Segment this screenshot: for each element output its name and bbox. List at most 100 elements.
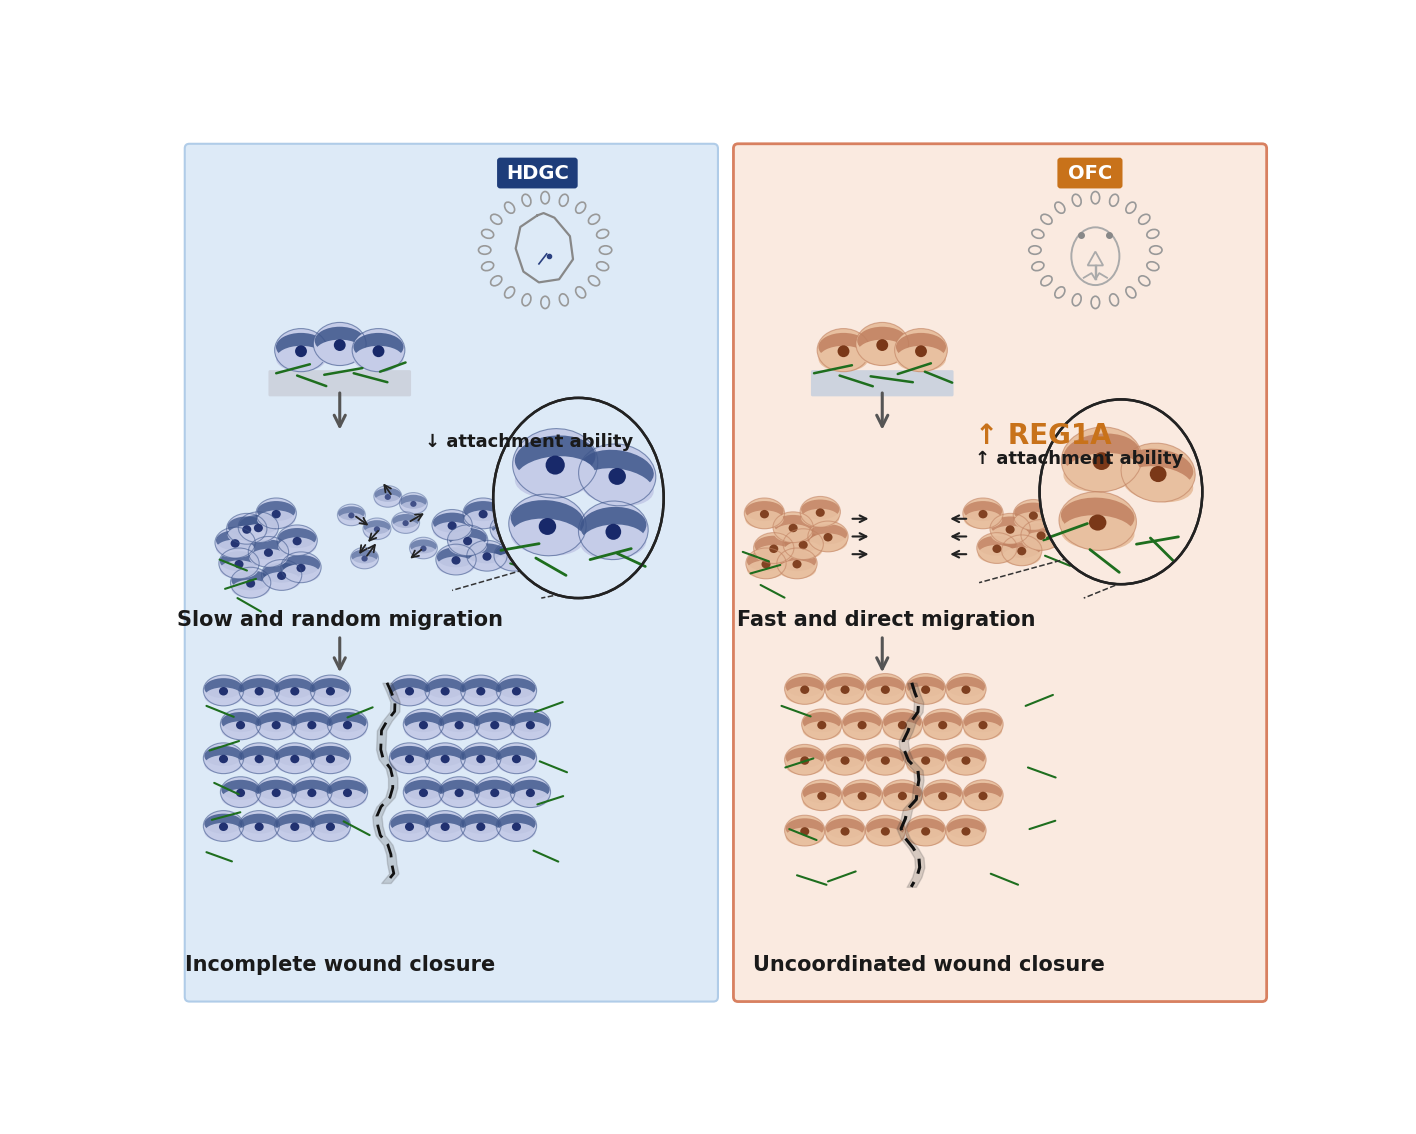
Ellipse shape: [1123, 449, 1194, 488]
Ellipse shape: [1014, 499, 1054, 531]
Ellipse shape: [773, 511, 813, 543]
Ellipse shape: [276, 746, 314, 765]
Ellipse shape: [826, 686, 864, 704]
Ellipse shape: [789, 524, 797, 532]
Ellipse shape: [755, 535, 793, 556]
Ellipse shape: [272, 721, 280, 729]
Ellipse shape: [800, 497, 841, 527]
Ellipse shape: [419, 788, 428, 797]
Ellipse shape: [1029, 511, 1038, 519]
Ellipse shape: [312, 687, 350, 705]
Ellipse shape: [786, 819, 824, 838]
Ellipse shape: [402, 521, 409, 526]
Ellipse shape: [329, 721, 367, 739]
FancyBboxPatch shape: [1058, 158, 1123, 188]
Ellipse shape: [977, 533, 1017, 564]
Ellipse shape: [276, 814, 314, 833]
Ellipse shape: [511, 780, 549, 799]
Ellipse shape: [786, 747, 824, 768]
Ellipse shape: [545, 456, 565, 475]
Ellipse shape: [467, 543, 506, 564]
Ellipse shape: [292, 709, 331, 739]
Ellipse shape: [312, 678, 350, 699]
Ellipse shape: [884, 782, 922, 803]
Ellipse shape: [884, 793, 922, 811]
Ellipse shape: [374, 526, 379, 532]
Ellipse shape: [775, 524, 813, 543]
Ellipse shape: [898, 721, 906, 729]
Ellipse shape: [426, 814, 464, 833]
Ellipse shape: [310, 811, 351, 841]
Ellipse shape: [745, 510, 783, 528]
Ellipse shape: [439, 777, 479, 807]
Ellipse shape: [326, 687, 336, 695]
Ellipse shape: [310, 675, 351, 705]
Ellipse shape: [1021, 519, 1061, 550]
Ellipse shape: [882, 709, 923, 739]
Ellipse shape: [462, 814, 500, 833]
Ellipse shape: [276, 687, 314, 705]
Ellipse shape: [490, 721, 500, 729]
Ellipse shape: [1121, 443, 1195, 502]
Ellipse shape: [923, 709, 963, 739]
Ellipse shape: [1017, 547, 1027, 556]
Ellipse shape: [803, 721, 841, 739]
Ellipse shape: [1089, 515, 1106, 531]
Ellipse shape: [990, 514, 1031, 544]
Ellipse shape: [1123, 466, 1194, 502]
Ellipse shape: [426, 823, 464, 841]
Ellipse shape: [867, 819, 905, 838]
Ellipse shape: [421, 545, 426, 551]
Ellipse shape: [510, 552, 518, 560]
Ellipse shape: [292, 777, 331, 807]
Ellipse shape: [769, 544, 779, 553]
Ellipse shape: [455, 721, 463, 729]
Ellipse shape: [978, 721, 987, 729]
Ellipse shape: [906, 828, 944, 846]
Ellipse shape: [440, 780, 479, 799]
Ellipse shape: [255, 822, 263, 831]
Ellipse shape: [426, 678, 464, 699]
Ellipse shape: [476, 755, 486, 763]
Ellipse shape: [784, 674, 826, 704]
Ellipse shape: [255, 687, 263, 695]
Ellipse shape: [275, 329, 327, 372]
Ellipse shape: [906, 756, 944, 776]
Ellipse shape: [923, 721, 961, 739]
Ellipse shape: [818, 333, 868, 361]
Ellipse shape: [463, 536, 472, 545]
Ellipse shape: [221, 712, 259, 733]
Ellipse shape: [239, 524, 278, 543]
Ellipse shape: [803, 793, 841, 811]
Ellipse shape: [219, 551, 258, 572]
Ellipse shape: [843, 712, 881, 733]
Ellipse shape: [1061, 515, 1134, 550]
Ellipse shape: [606, 524, 622, 540]
Ellipse shape: [391, 823, 429, 841]
Ellipse shape: [858, 792, 867, 801]
Ellipse shape: [476, 687, 486, 695]
Ellipse shape: [278, 572, 286, 579]
Ellipse shape: [496, 811, 537, 841]
Ellipse shape: [493, 398, 664, 598]
Ellipse shape: [280, 552, 321, 583]
Ellipse shape: [865, 744, 905, 776]
Ellipse shape: [239, 515, 278, 535]
Ellipse shape: [867, 747, 905, 768]
Ellipse shape: [867, 677, 905, 696]
Ellipse shape: [609, 468, 626, 485]
Ellipse shape: [411, 545, 436, 559]
Ellipse shape: [440, 822, 450, 831]
Ellipse shape: [204, 746, 242, 765]
Ellipse shape: [204, 743, 244, 773]
Ellipse shape: [389, 675, 429, 705]
Ellipse shape: [219, 548, 259, 578]
Ellipse shape: [496, 552, 534, 572]
Ellipse shape: [906, 677, 944, 696]
Ellipse shape: [513, 687, 521, 695]
Ellipse shape: [991, 516, 1029, 536]
Ellipse shape: [905, 674, 946, 704]
Ellipse shape: [354, 346, 404, 372]
Ellipse shape: [1014, 502, 1052, 523]
Ellipse shape: [961, 756, 970, 764]
